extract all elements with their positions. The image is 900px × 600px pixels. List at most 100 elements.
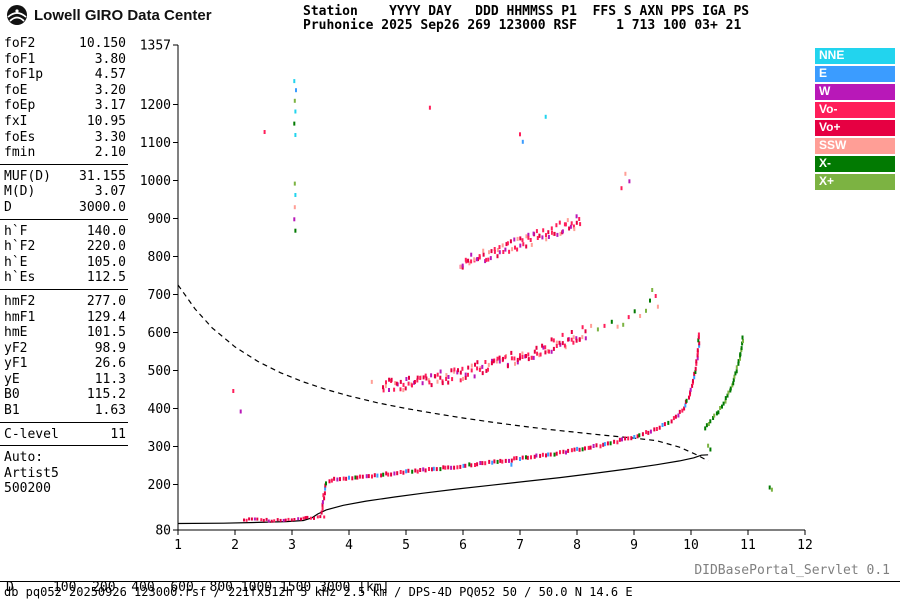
param-label: C-level [4, 426, 59, 442]
noise-echoes [232, 79, 773, 492]
param-label: foF1 [4, 51, 36, 67]
station-header-values: Pruhonice 2025 Sep26 269 123000 RSF 1 71… [303, 18, 742, 33]
x-tick-label: 1 [174, 538, 182, 550]
param-label: fmin [4, 145, 36, 161]
param-h-f2: h`F2 220.0 [4, 239, 126, 255]
param-value: 3.07 [94, 184, 126, 200]
param-label: foEp [4, 98, 36, 114]
param-label: h`E [4, 254, 28, 270]
param-value: 112.5 [86, 270, 126, 286]
legend-item-vo-[interactable]: Vo- [815, 102, 895, 118]
param-h-e: h`E 105.0 [4, 255, 126, 271]
legend-item-x-[interactable]: X- [815, 156, 895, 172]
x-tick-label: 8 [573, 538, 581, 550]
param-fof2: foF2 10.150 [4, 36, 126, 52]
distance-row: D 100 200 400 600 800 1000 1500 3000 [km… [6, 580, 390, 595]
param-label: h`F [4, 223, 28, 239]
param-divider [0, 421, 128, 423]
param-label: D [4, 199, 12, 215]
y-tick-label: 1000 [140, 174, 171, 189]
E-layer-O-trace [243, 516, 307, 523]
Es-trace [306, 515, 326, 520]
legend-item-w[interactable]: W [815, 84, 895, 100]
param-value: 11 [110, 426, 126, 442]
param-d: D 3000.0 [4, 200, 126, 216]
x-tick-label: 10 [683, 538, 699, 550]
param-label: yF1 [4, 356, 28, 372]
x-tick-label: 3 [288, 538, 296, 550]
y-tick-label: 700 [148, 288, 171, 303]
param-label: h`Es [4, 270, 36, 286]
second-hop-F-echo [382, 325, 587, 393]
y-tick-label: 1100 [140, 136, 171, 151]
param-value: 3.17 [94, 98, 126, 114]
x-tick-label: 2 [231, 538, 239, 550]
param-value: 11.3 [94, 371, 126, 387]
param-value: 115.2 [86, 387, 126, 403]
servlet-version: DIDBasePortal_Servlet 0.1 [694, 563, 890, 578]
param-value: 129.4 [86, 309, 126, 325]
param-ye: yE 11.3 [4, 372, 126, 388]
param-label: h`F2 [4, 239, 36, 255]
param-value: 105.0 [86, 254, 126, 270]
giro-logo-icon [7, 5, 27, 25]
x-tick-label: 12 [797, 538, 813, 550]
param-divider [0, 218, 128, 220]
param-h-es: h`Es 112.5 [4, 270, 126, 286]
param-foe: foE 3.20 [4, 83, 126, 99]
param-value: 3000.0 [79, 199, 126, 215]
y-tick-label: 300 [148, 440, 171, 455]
param-label: foF2 [4, 36, 36, 51]
param-value: 140.0 [86, 223, 126, 239]
legend-item-vo-[interactable]: Vo+ [815, 120, 895, 136]
param-foep: foEp 3.17 [4, 98, 126, 114]
param-value: 101.5 [86, 325, 126, 341]
param-h-f: h`F 140.0 [4, 224, 126, 240]
param-c-level: C-level 11 [4, 427, 126, 443]
x-tick-label: 9 [630, 538, 638, 550]
y-tick-label: 800 [148, 250, 171, 265]
y-tick-label: 400 [148, 402, 171, 417]
x-tick-label: 7 [516, 538, 524, 550]
param-label: Artist5 [4, 465, 59, 481]
brand: Lowell GIRO Data Center [6, 4, 212, 26]
param-value: 10.95 [86, 113, 126, 129]
param-value: 98.9 [94, 340, 126, 356]
ionogram-plot[interactable]: 8020030040050060070080090010001100120013… [130, 38, 830, 551]
param-label: hmE [4, 325, 28, 341]
param-value: 2.10 [94, 145, 126, 161]
y-tick-label: 600 [148, 326, 171, 341]
param-foes: foEs 3.30 [4, 130, 126, 146]
param-fof1: foF1 3.80 [4, 52, 126, 68]
legend-item-ssw[interactable]: SSW [815, 138, 895, 154]
muf-distance-table: D 100 200 400 600 800 1000 1500 3000 [km… [6, 550, 397, 600]
param-muf-d-: MUF(D) 31.155 [4, 169, 126, 185]
param-value: 3.30 [94, 129, 126, 145]
param-label: foE [4, 82, 28, 98]
station-header-columns: Station YYYY DAY DDD HHMMSS P1 FFS S AXN… [303, 4, 750, 19]
param-label: MUF(D) [4, 168, 51, 184]
param-label: Auto: [4, 450, 44, 466]
param-value: 220.0 [86, 239, 126, 255]
param-value: 3.20 [94, 82, 126, 98]
param-value: 1.63 [94, 403, 126, 419]
status-bar: db pq052 20250926 123000.rsf / 221fx512h… [0, 581, 900, 599]
param-artist5: Artist5 [4, 466, 126, 482]
y-tick-label: 500 [148, 364, 171, 379]
y-tick-label: 1200 [140, 98, 171, 113]
legend-item-x-[interactable]: X+ [815, 174, 895, 190]
y-tick-label: 80 [155, 524, 171, 539]
param-label: B1 [4, 403, 20, 419]
param-value: 26.6 [94, 356, 126, 372]
param-value: 277.0 [86, 293, 126, 309]
param-label: B0 [4, 387, 20, 403]
third-hop-F-echo [459, 214, 582, 270]
param-b1: B1 1.63 [4, 403, 126, 419]
param-label: 500200 [4, 481, 51, 497]
legend-item-e[interactable]: E [815, 66, 895, 82]
legend-item-nne[interactable]: NNE [815, 48, 895, 64]
x-tick-label: 6 [459, 538, 467, 550]
trace-status-legend: NNE E W Vo- Vo+ SSW X- X+ [815, 48, 895, 192]
param-divider [0, 163, 128, 165]
x-tick-label: 4 [345, 538, 353, 550]
